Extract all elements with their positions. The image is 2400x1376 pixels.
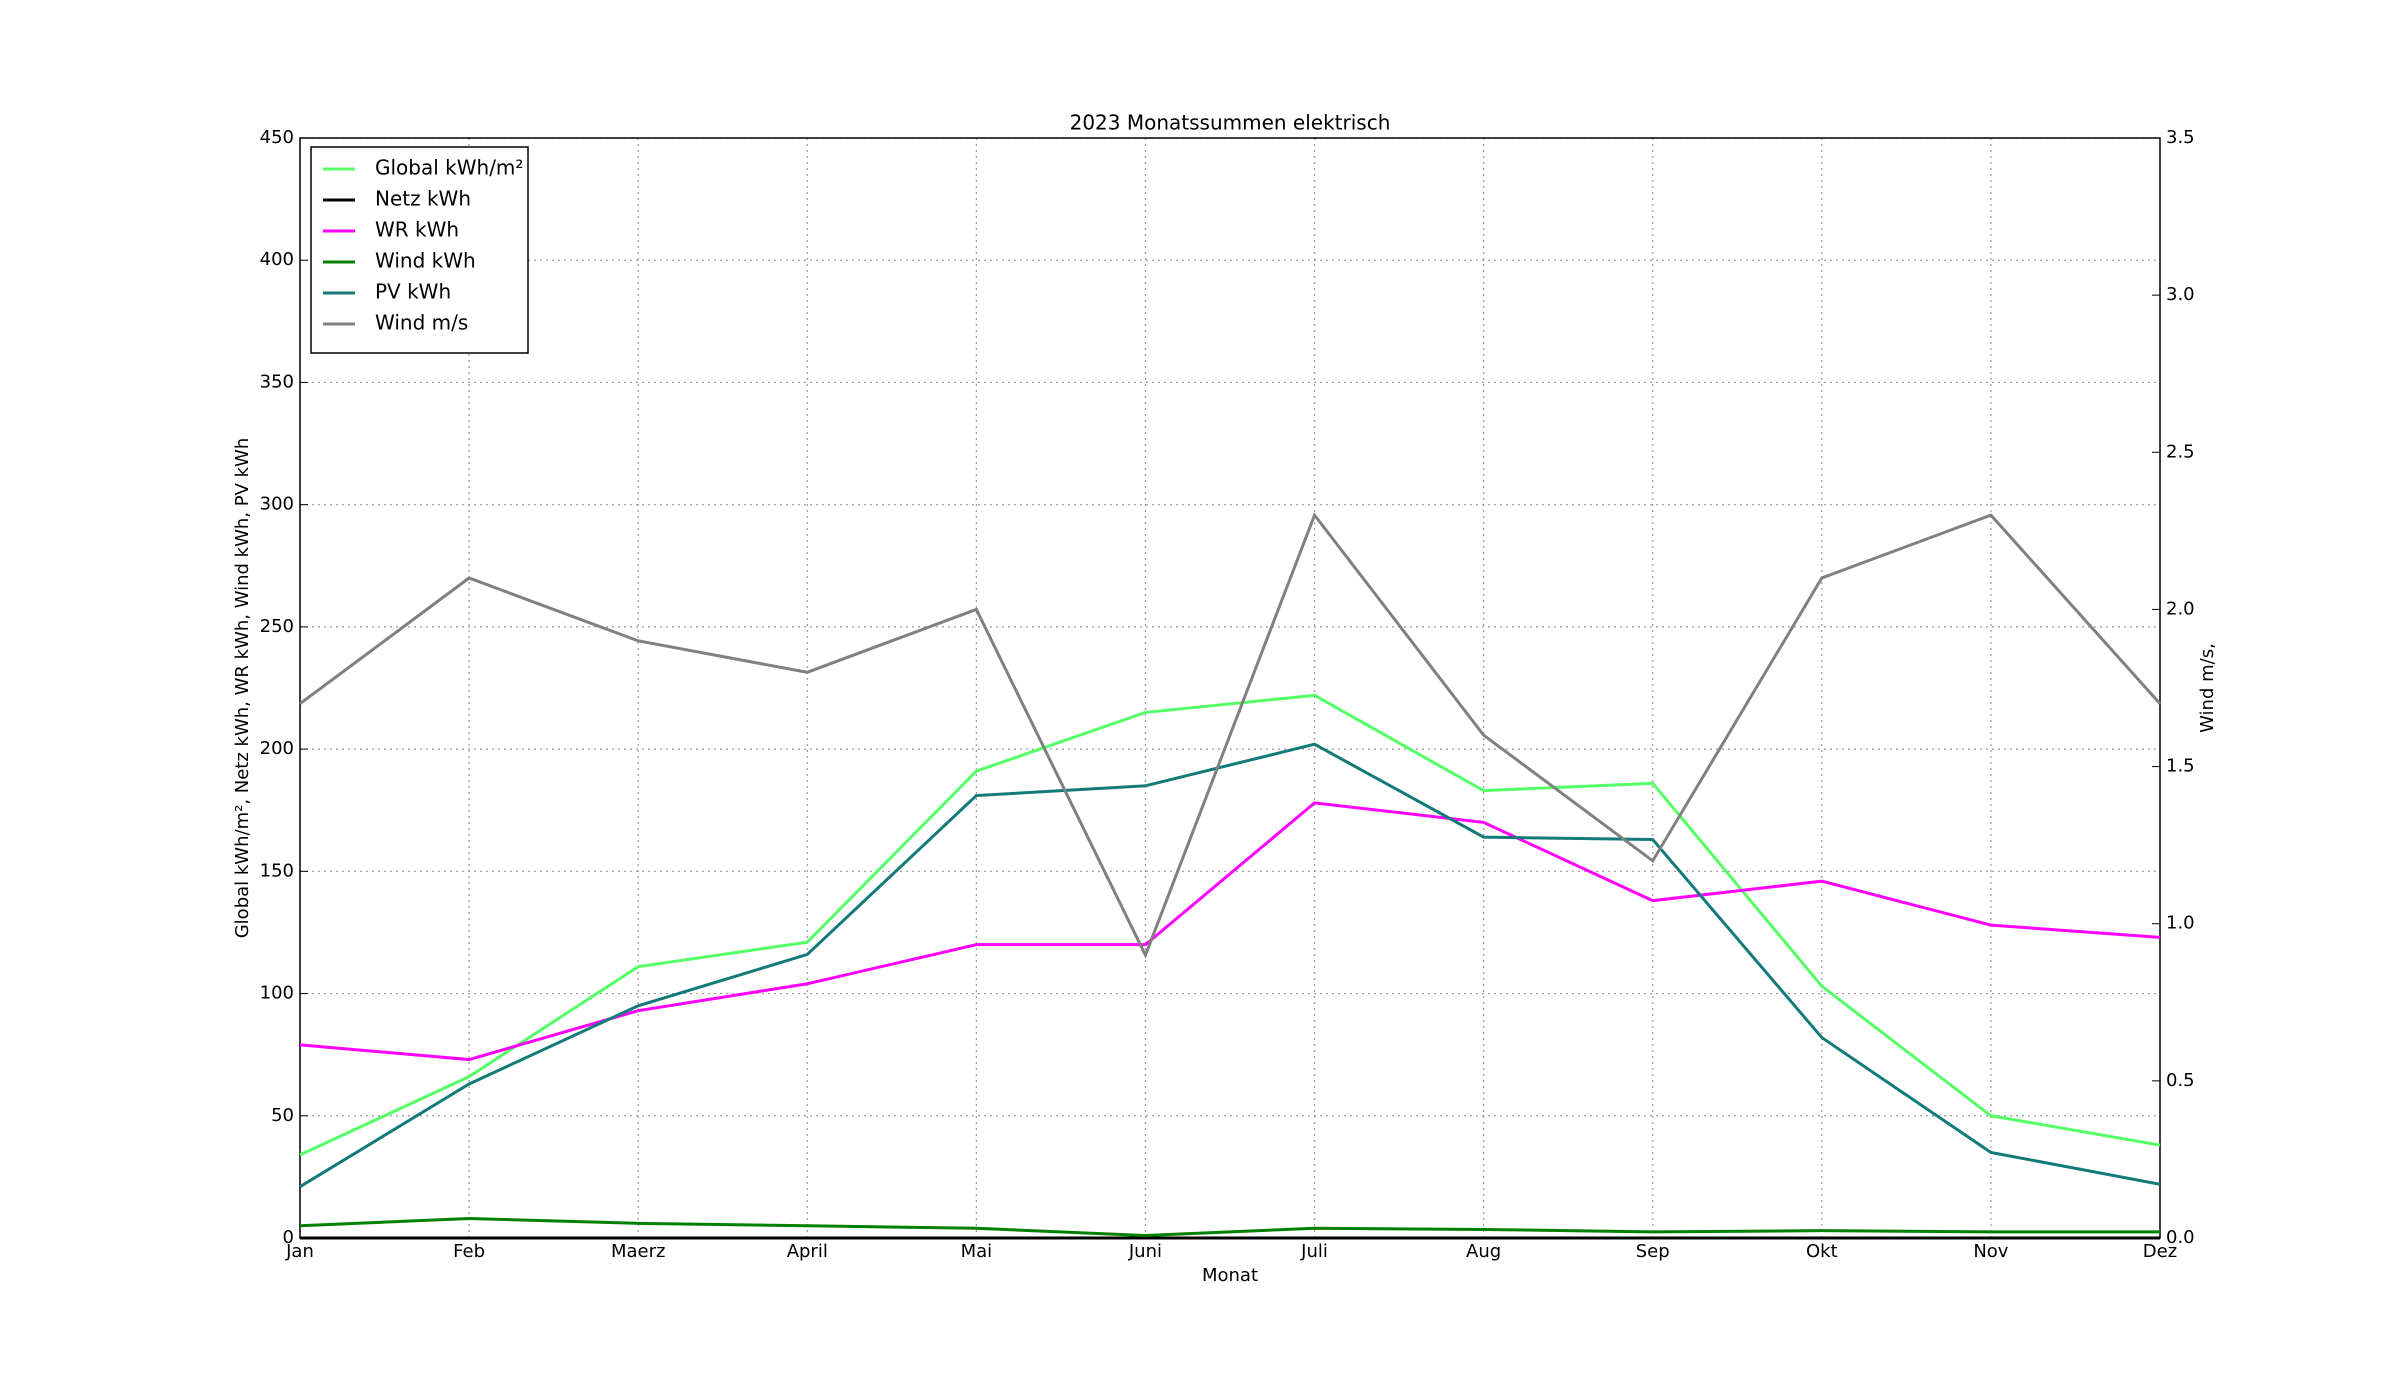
legend-label: Netz kWh [375,187,471,211]
x-tick-label: Okt [1806,1241,1838,1262]
x-tick-label: Juli [1300,1241,1328,1262]
y-tick-label: 200 [260,738,294,759]
x-tick-label: Mai [961,1241,993,1262]
series-line [299,693,2161,1157]
y2-tick-label: 1.5 [2166,756,2195,777]
series-line [299,512,2162,959]
x-tick-label: Juni [1128,1241,1162,1262]
y2-tick-label: 2.5 [2166,441,2195,462]
series-line [299,801,2161,1062]
y2-tick-label: 2.0 [2166,598,2195,619]
legend-label: Wind kWh [375,249,476,273]
y-tick-label: 300 [260,494,294,515]
y2-tick-label: 3.5 [2166,127,2195,148]
y-tick-label: 350 [260,371,294,392]
y-tick-label: 50 [271,1105,294,1126]
y2-tick-label: 0.0 [2166,1227,2195,1248]
x-tick-label: Dez [2143,1241,2177,1262]
y-axis-label: Global kWh/m², Netz kWh, WR kWh, Wind kW… [232,438,253,939]
y-tick-label: 0 [283,1227,294,1248]
y-tick-label: 100 [260,983,294,1004]
y2-axis-label: Wind m/s, [2197,643,2218,733]
chart-title: 2023 Monatssummen elektrisch [1070,111,1391,135]
x-tick-label: Maerz [611,1241,665,1262]
x-tick-label: Sep [1636,1241,1670,1262]
y-tick-label: 150 [260,860,294,881]
y2-tick-label: 1.0 [2166,913,2195,934]
plot-frame [299,137,2161,1239]
y-tick-label: 450 [260,127,294,148]
legend-label: Global kWh/m² [375,156,523,180]
series-line [299,742,2161,1188]
legend-box [310,146,529,354]
y2-tick-label: 0.5 [2166,1070,2195,1091]
series-line [299,1216,2160,1238]
y2-tick-label: 3.0 [2166,284,2195,305]
x-tick-label: Jan [285,1241,314,1262]
x-tick-label: Aug [1466,1241,1501,1262]
y-tick-label: 250 [260,616,294,637]
x-axis-label: Monat [1202,1265,1258,1286]
y-tick-label: 400 [260,249,294,270]
x-tick-label: Feb [453,1241,485,1262]
x-tick-label: Nov [1973,1241,2008,1262]
x-tick-label: April [787,1241,828,1262]
legend-label: Wind m/s [375,311,468,335]
legend-label: PV kWh [375,280,451,304]
legend-label: WR kWh [375,218,459,242]
